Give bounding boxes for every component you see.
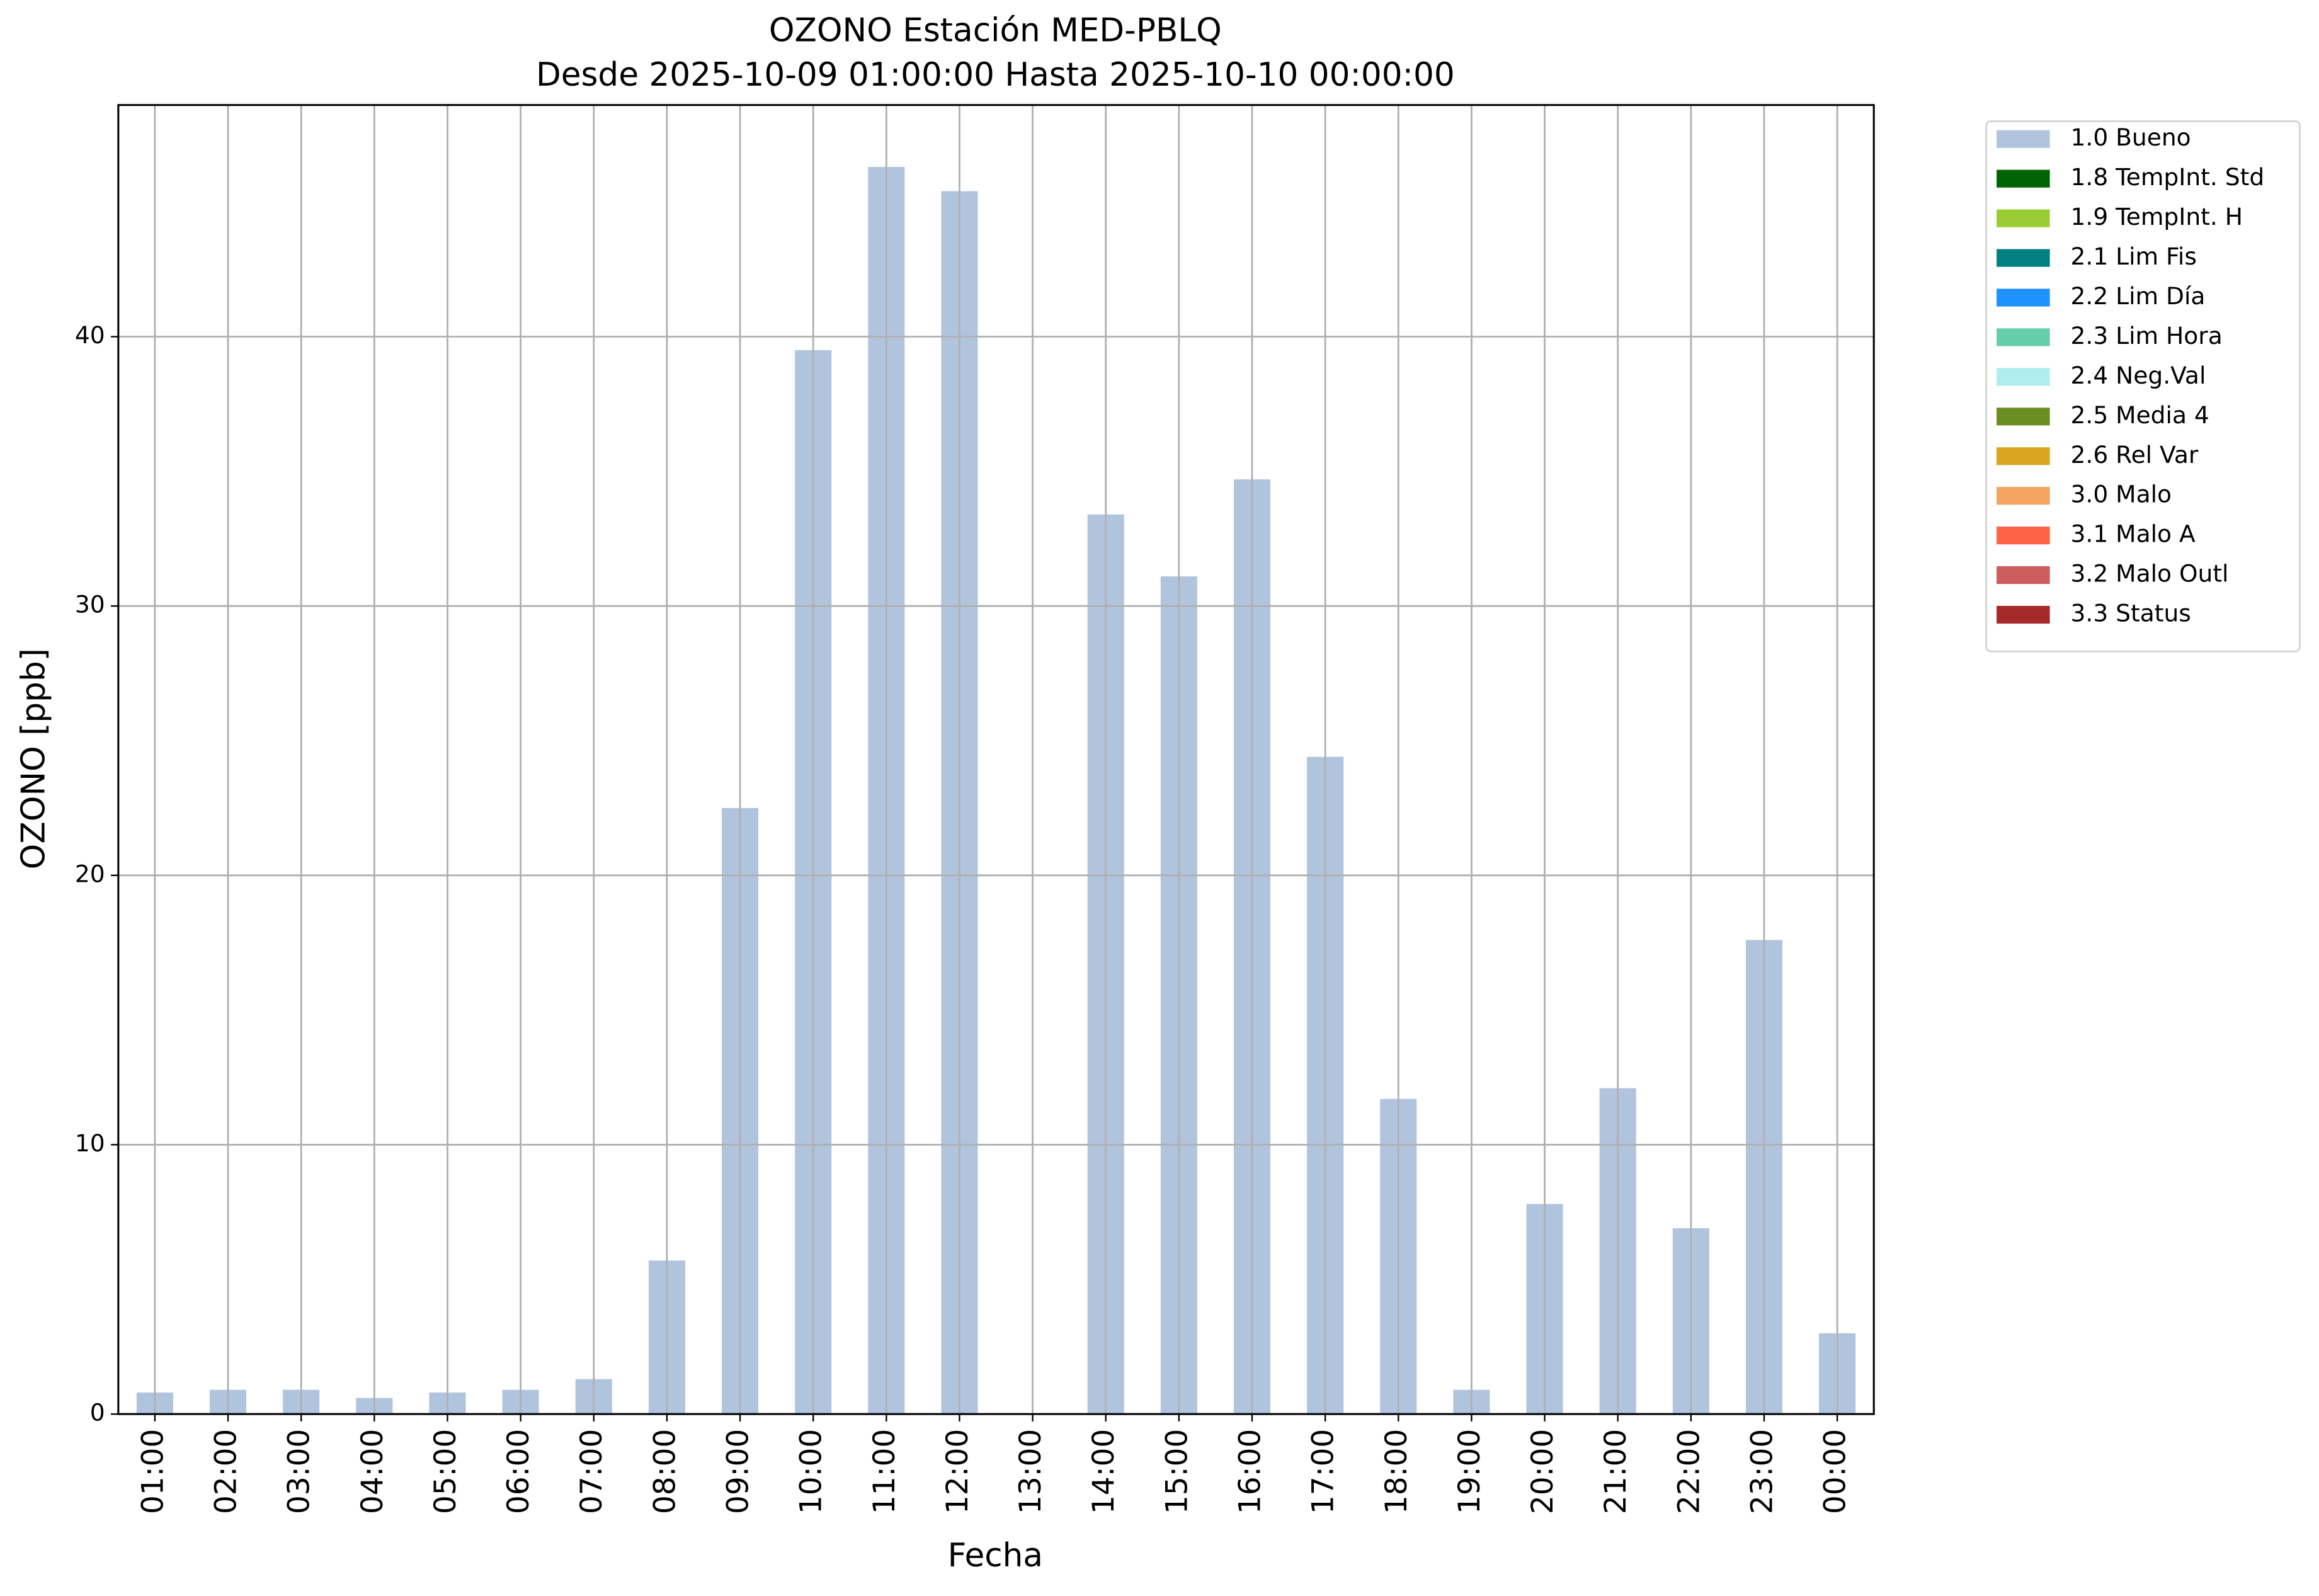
x-tick-label: 06:00 [501,1429,536,1514]
legend: 1.0 Bueno 1.8 TempInt. Std 1.9 TempInt. H 2… [1985,120,2301,653]
x-tick-label: 21:00 [1598,1429,1633,1514]
legend-frame [1985,120,2301,653]
x-tick-label: 08:00 [647,1429,682,1514]
x-tick-label: 17:00 [1306,1429,1341,1514]
legend-swatch [1997,328,2050,346]
y-axis-label: OZONO [ppb] [14,648,52,869]
legend-label: 2.3 Lim Hora [2071,322,2223,350]
y-tick-label: 30 [75,591,105,618]
legend-label: 3.2 Malo Outl [2071,560,2229,588]
x-tick-label: 12:00 [940,1429,975,1514]
legend-label: 2.2 Lim Día [2071,282,2206,310]
x-tick-label: 07:00 [574,1429,609,1514]
x-tick-label: 01:00 [135,1429,170,1514]
legend-label: 3.0 Malo [2071,481,2172,508]
x-tick-label: 04:00 [355,1429,390,1514]
y-tick-label: 40 [75,321,105,349]
x-tick-label: 02:00 [209,1429,244,1514]
y-tick-label: 10 [75,1129,105,1157]
x-tick-label: 19:00 [1452,1429,1487,1514]
x-tick-label: 00:00 [1818,1429,1853,1514]
chart-title: OZONO Estación MED-PBLQ [769,12,1222,50]
x-tick-label: 15:00 [1160,1429,1194,1514]
legend-swatch [1997,130,2050,148]
legend-label: 1.0 Bueno [2071,123,2191,151]
y-tick-label: 0 [90,1399,105,1427]
legend-label: 3.3 Status [2071,600,2191,627]
legend-label: 2.1 Lim Fis [2071,242,2197,270]
legend-swatch [1997,169,2050,188]
legend-swatch [1997,605,2050,624]
y-tick-label: 20 [75,860,105,887]
legend-label: 1.9 TempInt. H [2071,203,2243,231]
x-tick-label: 14:00 [1086,1429,1121,1514]
legend-swatch [1997,408,2050,426]
legend-swatch [1997,487,2050,505]
legend-label: 2.4 Neg.Val [2071,362,2206,389]
x-tick-label: 16:00 [1233,1429,1268,1514]
legend-swatch [1997,566,2050,584]
legend-label: 2.6 Rel Var [2071,441,2199,469]
legend-label: 3.1 Malo A [2071,520,2196,548]
legend-swatch [1997,527,2050,545]
x-tick-label: 11:00 [867,1429,902,1514]
legend-label: 2.5 Media 4 [2071,401,2209,429]
legend-swatch [1997,249,2050,267]
x-tick-label: 03:00 [282,1429,317,1514]
x-tick-label: 18:00 [1379,1429,1414,1514]
plot-area: 0 10 20 30 40 01:00 02:00 03:00 04:00 05:00 06:00 0… [75,104,1875,1514]
chart-subtitle: Desde 2025-10-09 01:00:00 Hasta 2025-10-… [536,56,1455,94]
x-tick-label: 20:00 [1525,1429,1560,1514]
legend-swatch [1997,368,2050,386]
x-axis-label: Fecha [948,1537,1043,1575]
x-tick-label: 13:00 [1013,1429,1048,1514]
axes-frame [117,104,1875,1415]
legend-swatch [1997,288,2050,307]
x-tick-label: 05:00 [428,1429,463,1514]
legend-swatch [1997,209,2050,227]
x-tick-label: 23:00 [1745,1429,1779,1514]
x-tick-label: 22:00 [1672,1429,1706,1514]
x-tick-label: 09:00 [721,1429,756,1514]
legend-label: 1.8 TempInt. Std [2071,163,2265,191]
x-tick-label: 10:00 [794,1429,829,1514]
legend-swatch [1997,447,2050,465]
